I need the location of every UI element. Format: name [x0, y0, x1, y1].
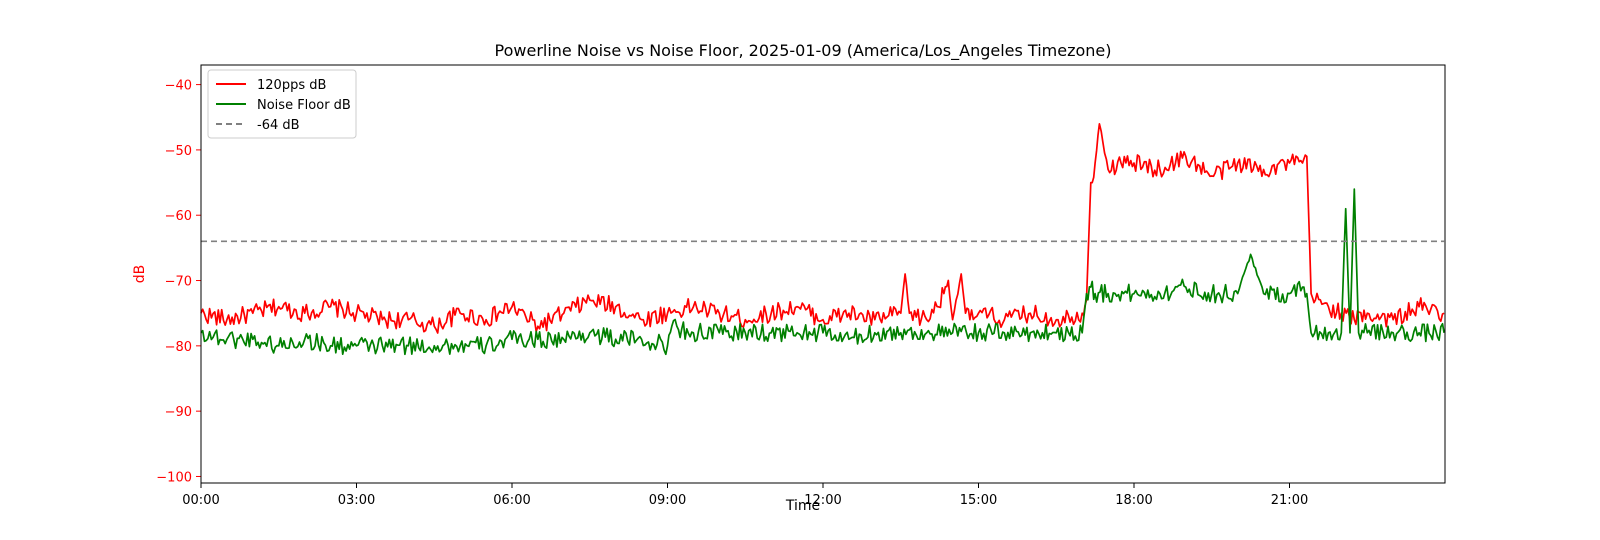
x-tick-label: 09:00	[649, 493, 686, 508]
series-line-1	[200, 188, 1445, 356]
x-tick-label: 06:00	[493, 493, 530, 508]
x-axis: 00:00 03:00 06:00 09:00 12:00 15:00 18:00 21:00	[182, 483, 1308, 508]
y-tick-label: −50	[165, 144, 192, 159]
y-tick-label: −60	[165, 209, 192, 224]
legend-label: Noise Floor dB	[257, 98, 351, 113]
x-tick-label: 03:00	[338, 493, 375, 508]
y-tick-label: −40	[165, 79, 192, 94]
series-layer	[200, 122, 1445, 356]
plot-frame	[200, 64, 1446, 484]
x-tick-label: 21:00	[1271, 493, 1308, 508]
chart-title: Powerline Noise vs Noise Floor, 2025-01-…	[495, 41, 1112, 61]
y-tick-label: −70	[165, 275, 192, 290]
x-tick-label: 00:00	[182, 493, 219, 508]
legend-label: 120pps dB	[257, 78, 326, 93]
y-tick-label: −80	[165, 340, 192, 355]
y-tick-label: −100	[156, 470, 192, 485]
x-tick-label: 18:00	[1115, 493, 1152, 508]
legend-label: -64 dB	[257, 118, 300, 133]
legend: 120pps dB Noise Floor dB -64 dB	[207, 69, 357, 139]
y-axis: −40 −50 −60 −70 −80 −90 −100	[156, 79, 201, 485]
x-tick-label: 12:00	[804, 493, 841, 508]
x-axis-label: Time	[785, 498, 820, 514]
series-line-0	[200, 122, 1445, 334]
x-tick-label: 15:00	[960, 493, 997, 508]
legend-box	[207, 69, 357, 139]
y-axis-label: dB	[132, 265, 148, 284]
y-tick-label: −90	[165, 405, 192, 420]
